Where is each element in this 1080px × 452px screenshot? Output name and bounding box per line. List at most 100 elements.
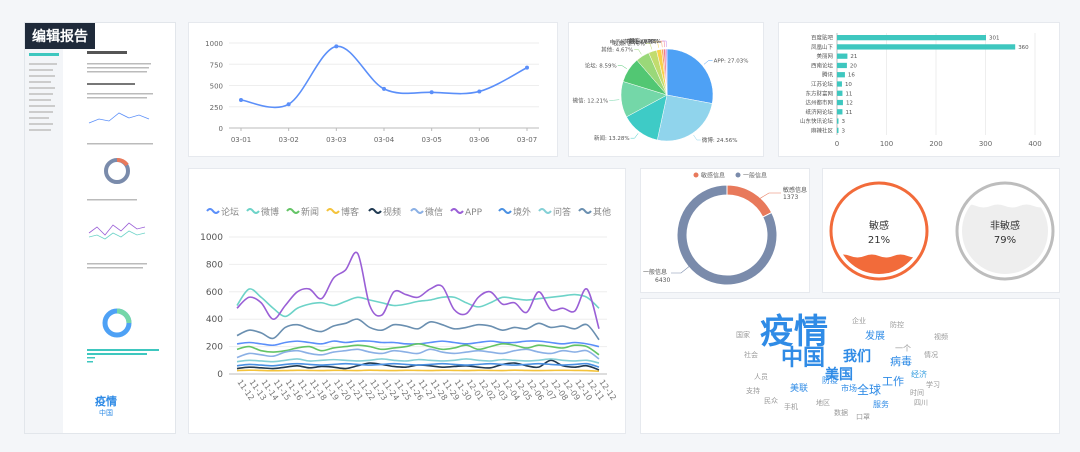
legend-label: 境外 — [513, 206, 531, 218]
bar — [837, 81, 842, 87]
bar-category-label: 麻辣社区 — [811, 126, 834, 134]
pie-label-line — [662, 40, 667, 48]
word-cloud-panel: 疫情 中国 美国 我们 全球 病毒 工作 发展 经济 时间 服务 市场 美联 防疫 一个 情况 社会 人员 地区 企业… — [640, 298, 1060, 434]
word-cloud-term: 美联 — [790, 382, 808, 394]
bar-category-label: 山东快讯论坛 — [800, 117, 834, 125]
bar — [837, 99, 843, 106]
bar-category-label: 江苏论坛 — [811, 80, 834, 88]
word-cloud-term: 人员 — [754, 373, 768, 381]
legend-label: 其他 — [593, 206, 611, 218]
legend-marker — [286, 208, 300, 214]
legend-label: 博客 — [341, 206, 359, 218]
donut-slice — [676, 184, 778, 286]
word-cloud-term: 社会 — [744, 350, 758, 359]
x-tick-label: 400 — [1028, 140, 1041, 148]
legend-label: 微信 — [425, 206, 443, 218]
y-tick-label: 750 — [210, 61, 223, 69]
gauge-fill — [962, 204, 1048, 274]
pie-label: APP: 27.03% — [714, 59, 749, 65]
word-cloud-term: 工作 — [882, 375, 904, 388]
legend-marker — [735, 172, 741, 178]
x-tick-label: 200 — [929, 140, 942, 148]
word-cloud-term: 全球 — [857, 382, 881, 397]
source-pie-chart: APP: 27.03% 微博: 24.56% 新闻: 13.28% 微信: 12.21… — [573, 37, 749, 144]
x-tick-label: 03-04 — [374, 136, 395, 144]
word-cloud-term: 经济 — [911, 369, 927, 379]
series-line — [236, 358, 600, 364]
x-tick-label: 100 — [880, 140, 893, 148]
bar-value-label: 16 — [848, 73, 855, 79]
legend-marker — [410, 208, 424, 214]
bar — [837, 90, 843, 96]
gauge-ring — [955, 181, 1055, 281]
bar-value-label: 301 — [989, 36, 1000, 42]
y-tick-label: 0 — [219, 125, 223, 133]
bar — [837, 72, 845, 78]
legend-marker — [538, 208, 552, 214]
y-tick-label: 1000 — [205, 40, 223, 48]
pie-label-line — [634, 49, 642, 55]
pie-label: 微信: 12.21% — [573, 96, 609, 104]
gauge-fill — [836, 254, 922, 274]
trend-line-chart-panel: 0 250 500 750 1000 03-01 03-02 03-03 03-04 03-05 0… — [188, 22, 558, 157]
bar — [837, 109, 843, 115]
report-thumbnail[interactable]: 疫情 中国 编辑报告 — [24, 22, 176, 434]
y-tick-label: 200 — [206, 343, 223, 353]
trend-point — [429, 90, 434, 95]
page-title: 编辑报告 — [25, 23, 95, 49]
svg-text:中国: 中国 — [99, 408, 113, 417]
legend-label: 敏感信息 — [701, 172, 725, 180]
bar-value-label: 21 — [850, 54, 857, 60]
word-cloud-term: 地区 — [816, 398, 830, 407]
bar-category-label: 纸济网论坛 — [805, 108, 833, 116]
word-cloud-term: 一个 — [895, 344, 911, 353]
sentiment-gauge-panel: 敏感 21% 非敏感 79% — [822, 168, 1060, 293]
x-tick-label: 03-06 — [469, 136, 490, 144]
y-tick-label: 800 — [206, 260, 223, 270]
bar — [837, 53, 848, 59]
word-cloud-term: 防控 — [890, 320, 904, 329]
legend-label: 新闻 — [301, 206, 319, 218]
word-cloud-term: 视频 — [934, 332, 948, 341]
pie-label-line — [630, 133, 639, 139]
word-cloud-term: 我们 — [843, 348, 871, 365]
bar-value-label: 360 — [1018, 45, 1029, 51]
bar-value-label: 11 — [845, 110, 852, 116]
y-tick-label: 500 — [210, 83, 223, 91]
word-cloud-term: 民众 — [764, 397, 778, 405]
word-cloud-term: 学习 — [926, 380, 940, 389]
pie-label-line — [646, 43, 653, 50]
pie-label: 微博: 24.56% — [702, 136, 738, 144]
legend-marker — [578, 208, 592, 214]
word-cloud-term: 市场 — [841, 383, 857, 393]
word-cloud-term: 时间 — [910, 388, 924, 397]
gauge-percent: 21% — [868, 235, 890, 246]
y-tick-label: 250 — [210, 104, 223, 112]
pie-label-line — [617, 65, 627, 69]
y-tick-label: 1000 — [200, 233, 223, 243]
sentiment-donut-panel: 敏感信息 一般信息 敏感信息 1373 一般信息 6430 — [640, 168, 810, 293]
pie-label-line — [609, 99, 620, 101]
donut-label: 一般信息 — [643, 268, 667, 276]
bar-category-label: 东方财富网 — [805, 89, 833, 97]
bar — [837, 127, 839, 133]
x-tick-label: 03-03 — [326, 136, 346, 144]
legend-marker — [246, 208, 260, 214]
legend-marker — [206, 208, 220, 214]
trend-point — [334, 44, 339, 49]
pie-label: 新闻: 13.28% — [594, 134, 630, 142]
pie-label-line — [653, 41, 659, 48]
trend-point — [239, 97, 243, 102]
legend-marker — [326, 208, 340, 214]
pie-slice — [665, 48, 668, 96]
x-tick-label: 03-05 — [421, 136, 441, 144]
pie-label: 视频: 2.76% — [613, 40, 645, 48]
bar — [837, 62, 847, 69]
legend-marker — [368, 208, 382, 214]
svg-text:疫情: 疫情 — [95, 394, 117, 408]
channel-line-chart: 论坛 微博 新闻 博客 视频 微信 APP 境外 问答 其他0200400600800100011… — [200, 206, 618, 402]
word-cloud-term: 四川 — [914, 399, 928, 407]
word-cloud-term: 情况 — [924, 350, 938, 359]
